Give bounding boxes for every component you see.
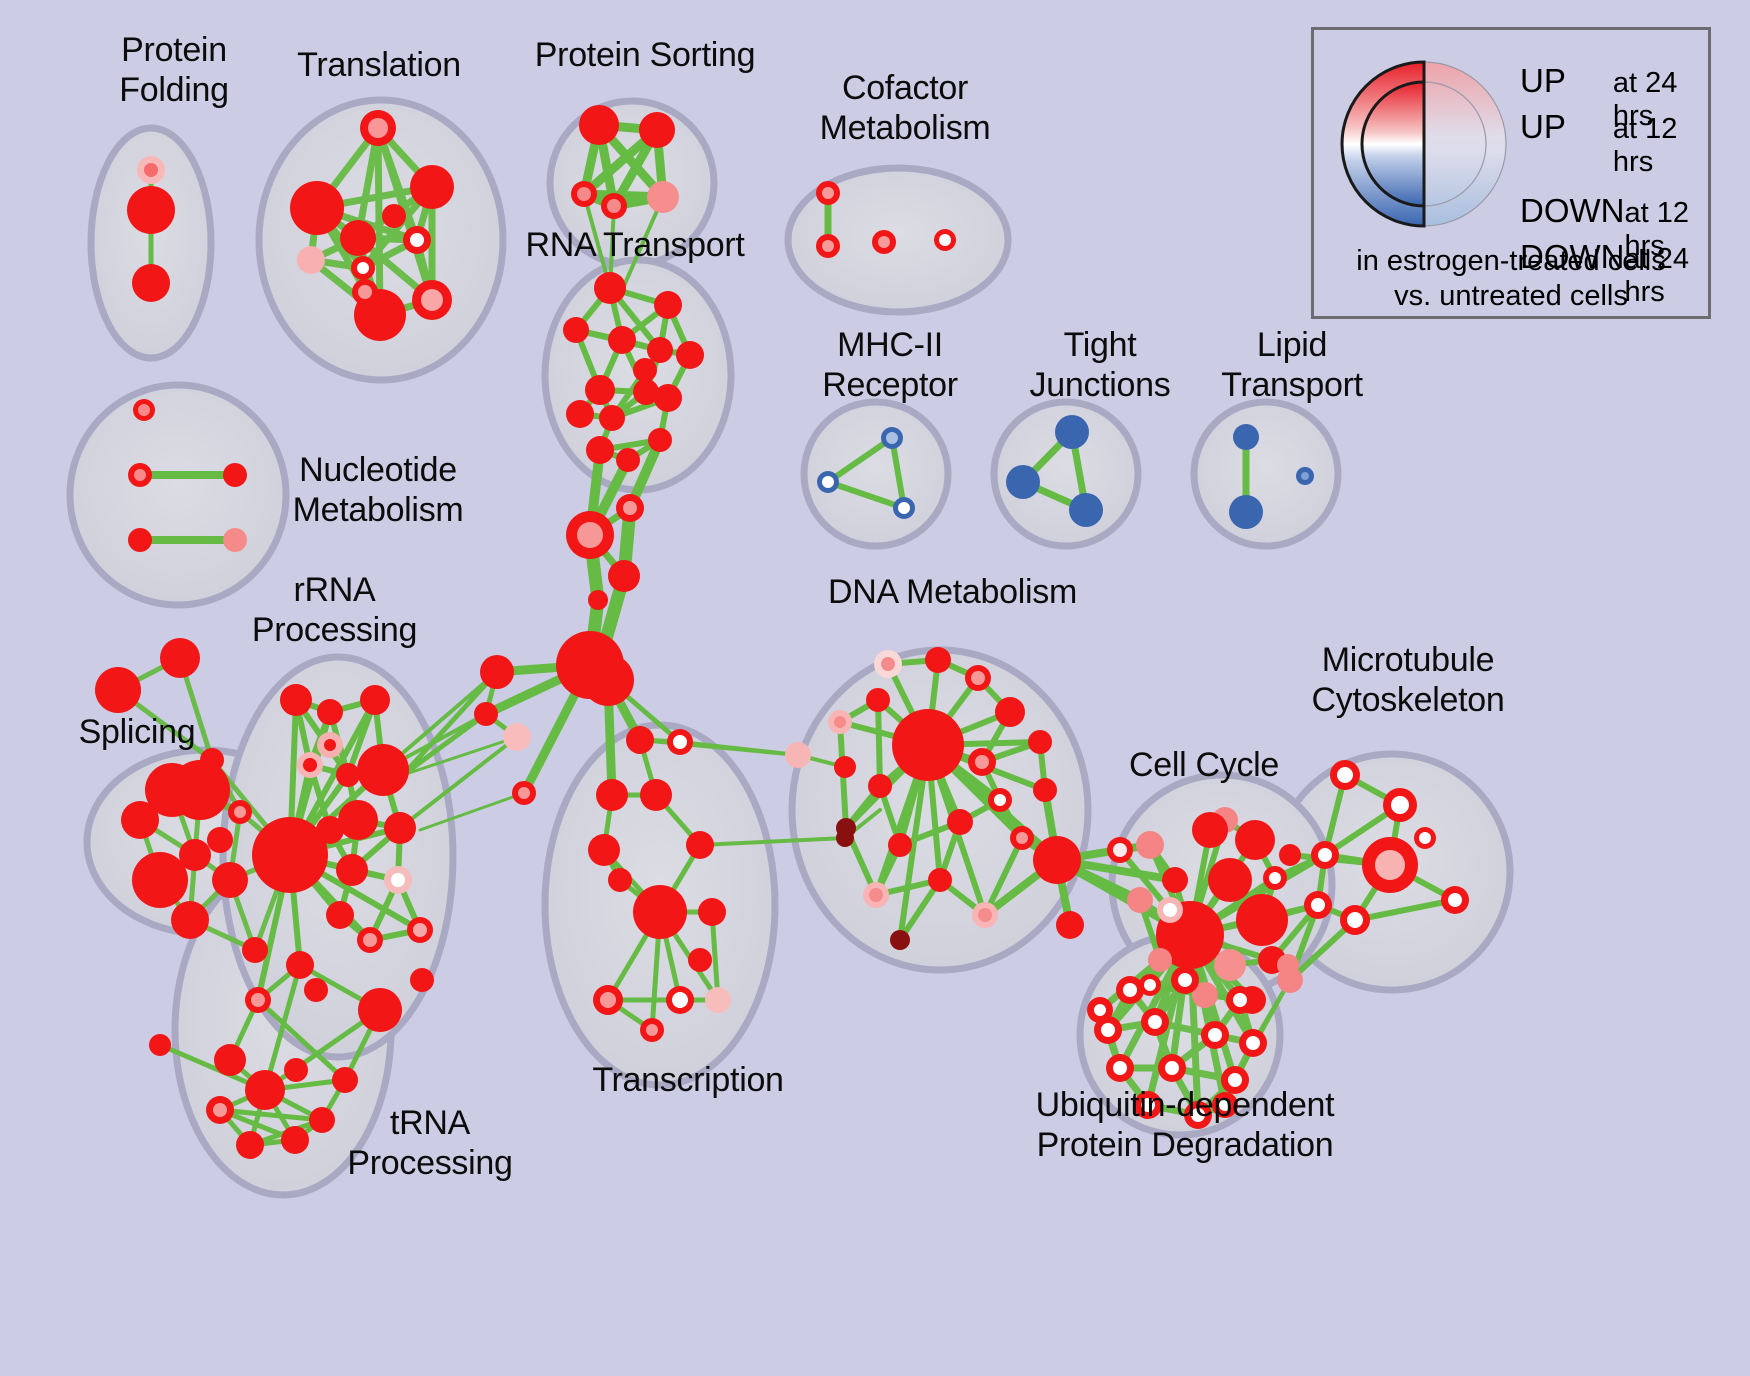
legend-box: UP at 24 hrs UP at 12 hrs DOWN at 12 hrs… [1311,27,1711,319]
legend-rows: UP at 24 hrs UP at 12 hrs DOWN at 12 hrs… [1520,62,1710,308]
legend-timepoint-up-24: at 24 hrs [1612,67,1678,132]
legend-direction-down-24: DOWN [1520,238,1625,275]
blob-dna-metabolism [788,646,1092,974]
legend-row-down-24: DOWN at 24 hrs [1520,238,1710,308]
blob-nucleotide [66,381,290,609]
legend-row-up-24: UP at 24 hrs [1520,62,1710,132]
legend-row-down-12: DOWN at 12 hrs [1520,192,1710,262]
legend-direction-down-12: DOWN [1520,192,1625,229]
legend-timepoint-down-24: at 24 hrs [1624,243,1689,308]
legend-direction-up-24: UP [1520,62,1566,99]
legend-color-wheel-icon [1340,60,1507,228]
blob-lipid-transport [1190,398,1342,550]
legend-caption: in estrogen-treated cells vs. untreated … [1356,245,1666,312]
legend-direction-up-12: UP [1520,108,1566,145]
network-nodes [95,105,1469,1159]
blob-cofactor [784,164,1012,316]
legend-row-up-12: UP at 12 hrs [1520,108,1710,178]
legend-timepoint-down-12: at 12 hrs [1624,197,1689,262]
cluster-blobs [66,96,1514,1199]
legend-timepoint-up-12: at 12 hrs [1612,113,1678,178]
